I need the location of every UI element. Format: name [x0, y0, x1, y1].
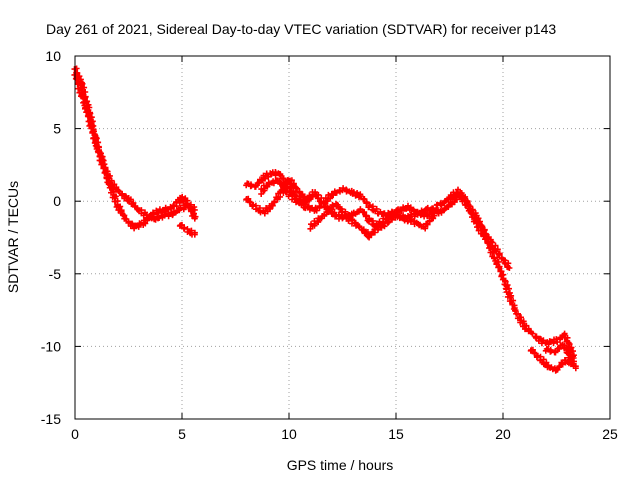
y-tick-label: -15: [41, 411, 61, 427]
x-tick-label: 25: [602, 426, 618, 442]
series-band-g: [258, 177, 314, 208]
y-tick-label: 10: [45, 48, 61, 64]
plot-border: [74, 55, 611, 420]
y-tick-label: 5: [53, 121, 61, 137]
tick-labels: 0 5 10 15 20 25 -15 -10 -5 0 5 10: [41, 48, 618, 442]
series-band-f: [307, 200, 438, 241]
x-axis-label: GPS time / hours: [287, 457, 394, 473]
series-band-i: [542, 341, 579, 372]
chart-title: Day 261 of 2021, Sidereal Day-to-day VTE…: [46, 21, 556, 37]
series-markers: [542, 341, 579, 372]
series-markers: [307, 200, 438, 241]
x-tick-label: 15: [388, 426, 404, 442]
series-band-c: [176, 221, 198, 238]
grid-lines: [75, 56, 610, 419]
y-tick-label: -5: [49, 266, 62, 282]
y-axis-label: SDTVAR / TECUs: [5, 181, 21, 293]
series-markers: [258, 177, 314, 208]
x-tick-label: 10: [281, 426, 297, 442]
x-tick-label: 0: [71, 426, 79, 442]
y-tick-label: 0: [53, 193, 61, 209]
x-tick-label: 5: [178, 426, 186, 442]
y-tick-label: -10: [41, 338, 61, 354]
x-tick-label: 20: [495, 426, 511, 442]
data-points: [71, 65, 579, 374]
series-markers: [176, 221, 198, 238]
